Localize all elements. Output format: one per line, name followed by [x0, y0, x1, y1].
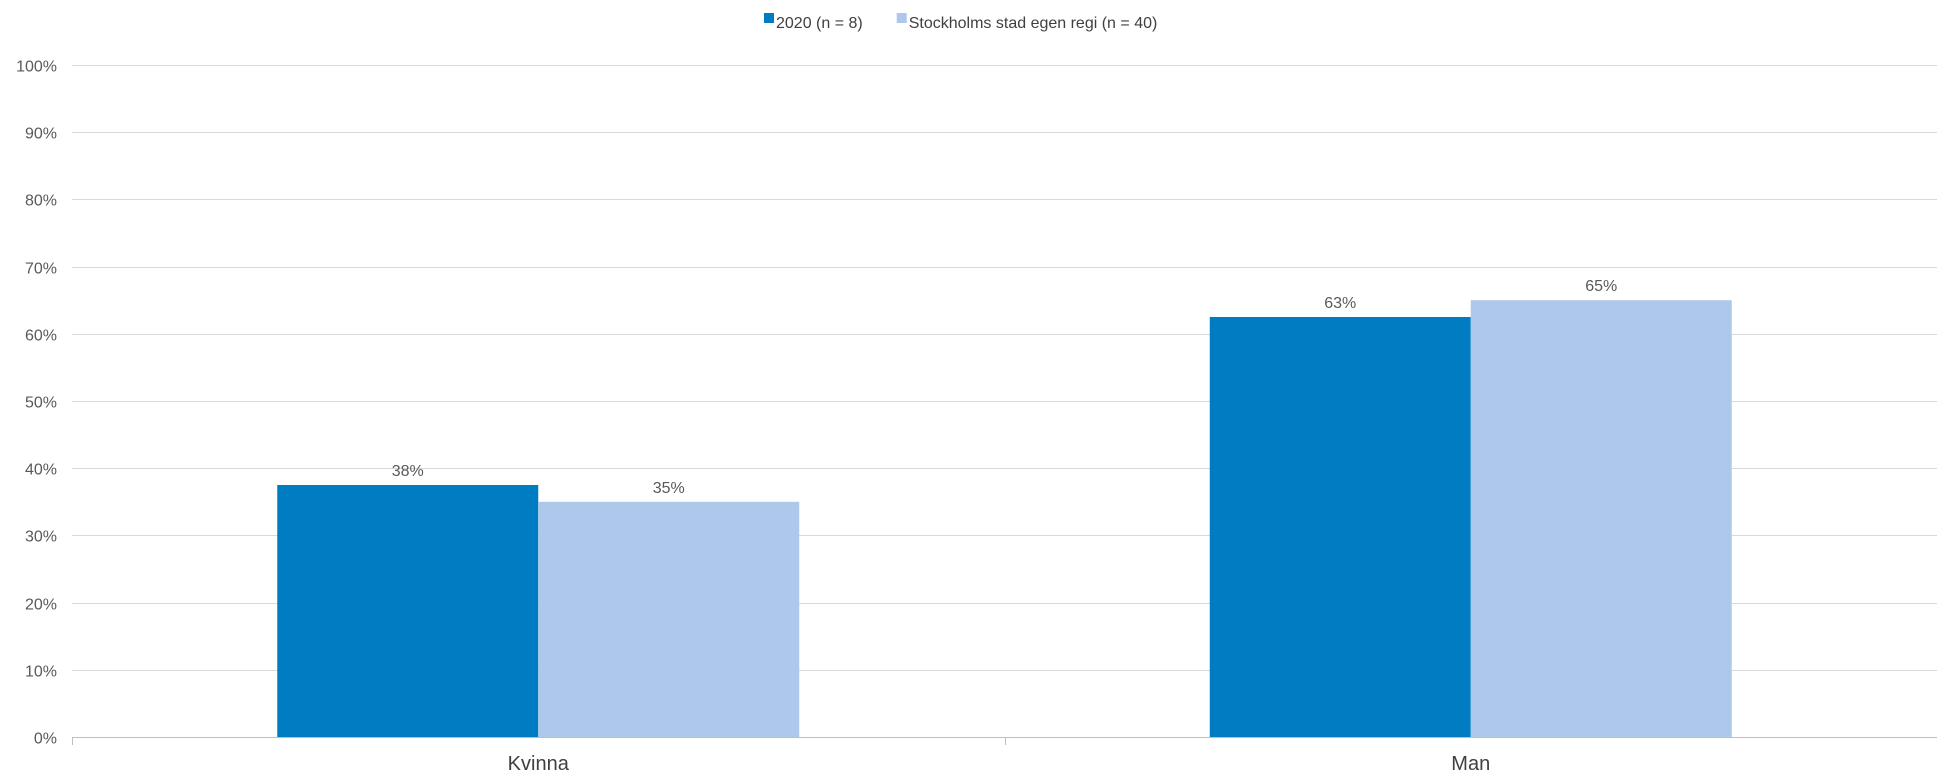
y-tick-label: 10% — [25, 664, 57, 681]
legend-label: Stockholms stad egen regi (n = 40) — [909, 15, 1158, 32]
data-label: 63% — [1324, 295, 1356, 312]
bar-man-series-1 — [1209, 317, 1471, 737]
y-tick-label: 60% — [25, 328, 57, 345]
bar-kvinna-series-2 — [538, 501, 800, 737]
y-tick-label: 20% — [25, 597, 57, 614]
legend-swatch — [764, 13, 774, 23]
data-label: 38% — [392, 463, 424, 480]
data-label: 35% — [653, 480, 685, 497]
legend-label: 2020 (n = 8) — [776, 15, 863, 32]
x-axis: Kvinna Man — [72, 737, 1937, 775]
x-category-label: Kvinna — [508, 753, 570, 774]
y-tick-label: 70% — [25, 261, 57, 278]
y-axis-ticks: 0% 10% 20% 30% 40% 50% 60% 70% 80% 90% 100% — [16, 59, 57, 748]
y-tick-label: 40% — [25, 462, 57, 479]
legend-swatch — [896, 13, 907, 23]
data-labels: 38% 35% 63% 65% — [392, 278, 1618, 497]
data-label: 65% — [1585, 278, 1617, 295]
x-category-label: Man — [1451, 753, 1490, 774]
y-tick-label: 100% — [16, 59, 57, 76]
y-tick-label: 90% — [25, 126, 57, 143]
bar-kvinna-series-1 — [277, 485, 539, 737]
bar-man-series-2 — [1470, 300, 1732, 737]
y-tick-label: 30% — [25, 529, 57, 546]
y-tick-label: 80% — [25, 193, 57, 210]
y-tick-label: 50% — [25, 395, 57, 412]
y-tick-label: 0% — [34, 731, 57, 748]
legend: 2020 (n = 8) Stockholms stad egen regi (n… — [764, 13, 1157, 32]
bars — [277, 300, 1732, 737]
